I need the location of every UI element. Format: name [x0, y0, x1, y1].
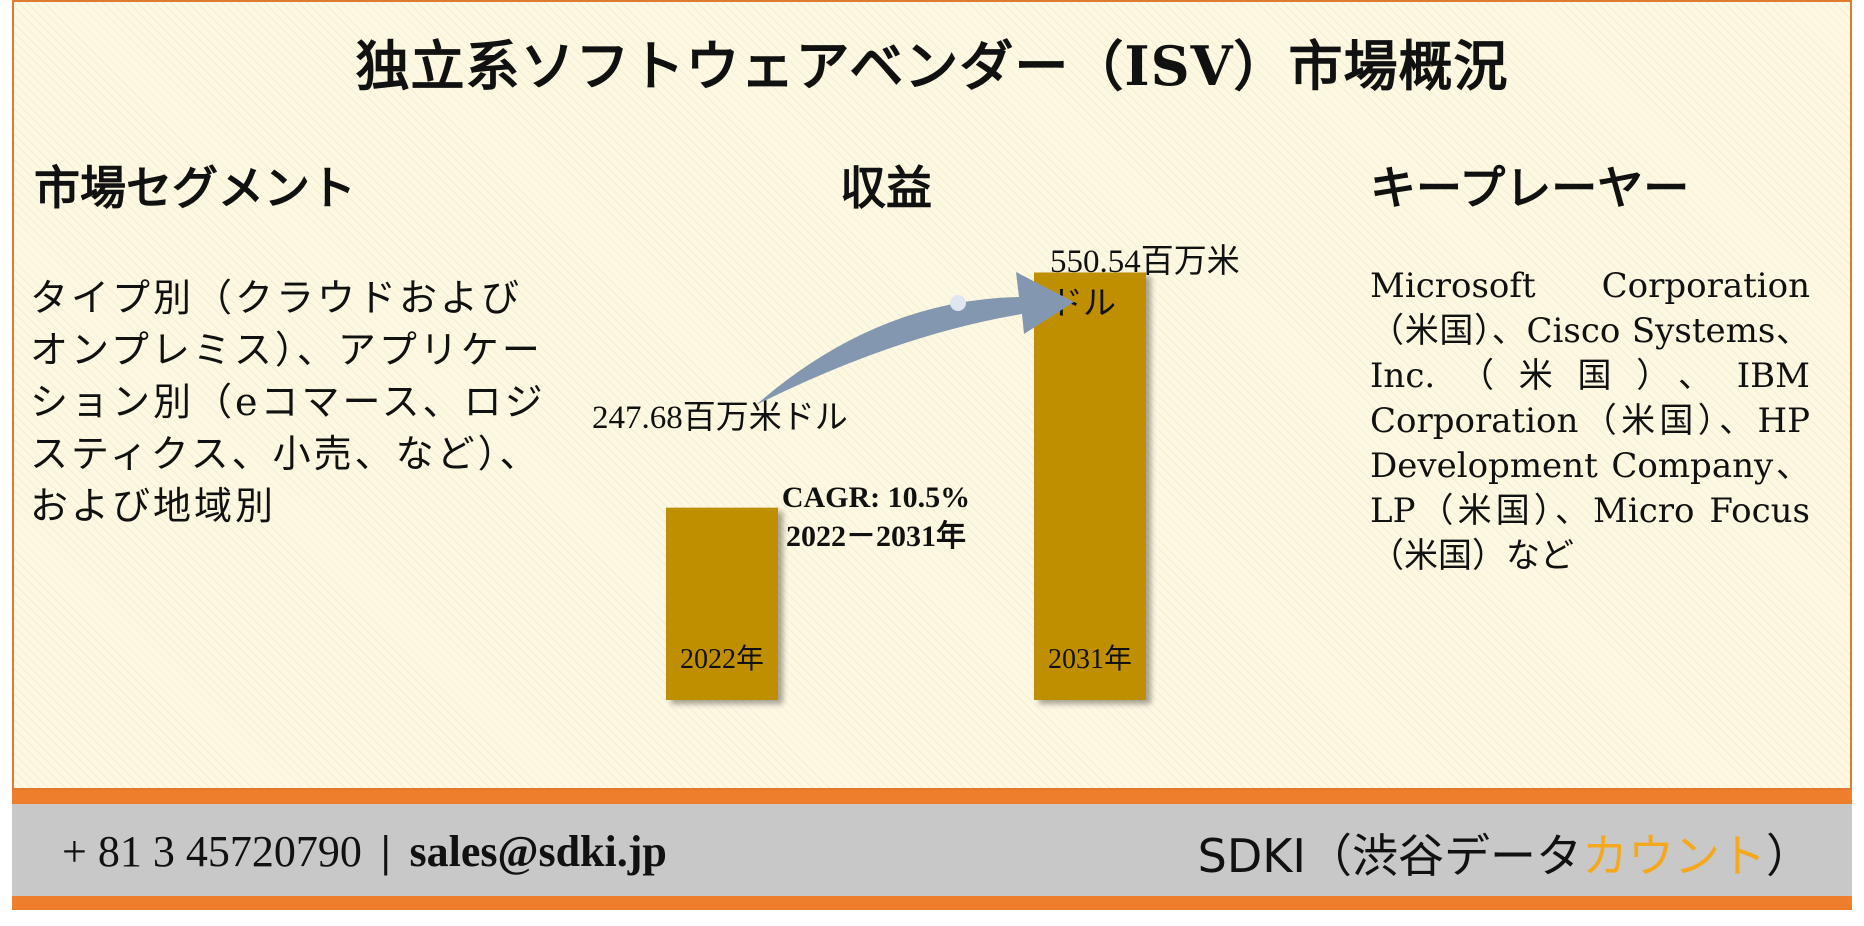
footer-top-border: [12, 790, 1852, 804]
contact-info: + 81 3 45720790 | sales@sdki.jp: [62, 826, 667, 877]
footer-bottom-border: [12, 896, 1852, 910]
segments-heading: 市場セグメント: [34, 161, 356, 215]
revenue-heading: 収益: [840, 161, 932, 215]
cagr-label: CAGR: 10.5%: [782, 481, 970, 514]
page-title: 独立系ソフトウェアベンダー（ISV）市場概況: [355, 34, 1509, 98]
email-link[interactable]: sales@sdki.jp: [409, 827, 667, 876]
footer-bar: [12, 804, 1852, 896]
brand-suffix: ）: [1766, 829, 1812, 883]
brand-prefix: SDKI（渋谷データ: [1197, 829, 1582, 883]
bar-1: [666, 507, 778, 700]
brand-accent: カウント: [1582, 829, 1766, 883]
bar-2: [1034, 272, 1146, 700]
category-label-1: 2022年: [680, 643, 764, 675]
contact-separator: |: [380, 827, 391, 876]
cagr-period-label: 2022－2031年: [786, 520, 966, 553]
category-label-2: 2031年: [1048, 643, 1132, 675]
phone-number: + 81 3 45720790: [62, 827, 362, 876]
value-label-1: 247.68百万米ドル: [592, 399, 848, 436]
segments-description: タイプ別（クラウドおよびオンプレミス）、アプリケーション別（eコマース、ロジステ…: [30, 276, 546, 528]
value-label-2-line-1: 550.54百万米: [1050, 243, 1240, 280]
key-players-list: Microsoft Corporation（米国）、Cisco Systems、…: [1370, 266, 1810, 576]
players-heading: キープレーヤー: [1370, 161, 1690, 215]
arrow-highlight-dot: [950, 295, 966, 311]
overview-panel: [12, 0, 1852, 790]
growth-arrow: [756, 272, 1074, 405]
brand-name: SDKI（渋谷データカウント）: [1198, 820, 1812, 886]
